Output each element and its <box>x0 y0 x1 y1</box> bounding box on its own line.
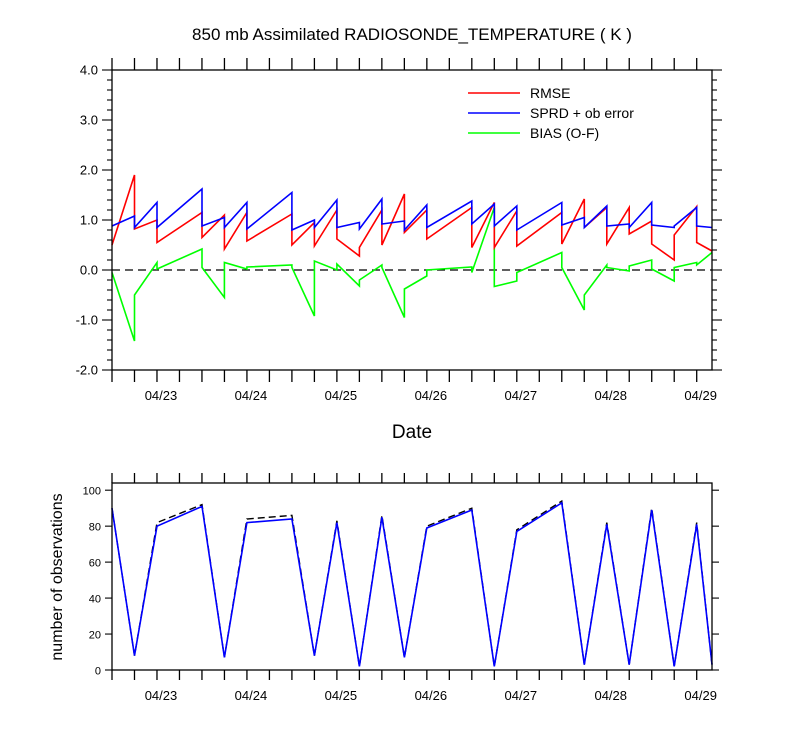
bottom-series-group <box>111 499 713 667</box>
chart-title: 850 mb Assimilated RADIOSONDE_TEMPERATUR… <box>192 25 632 44</box>
y-tick-label: 3.0 <box>80 113 98 128</box>
x-tick-label: 04/25 <box>325 388 358 403</box>
observations-solid-line <box>111 501 713 667</box>
x-tick-label: 04/26 <box>415 688 448 703</box>
x-tick-label: 04/27 <box>505 688 538 703</box>
x-tick-label: 04/28 <box>594 688 627 703</box>
y-tick-label: 4.0 <box>80 63 98 78</box>
y-tick-label: 1.0 <box>80 213 98 228</box>
bias-line <box>111 207 713 342</box>
x-tick-label: 04/23 <box>145 688 178 703</box>
y-tick-label: 60 <box>89 558 101 570</box>
legend-label: BIAS (O-F) <box>530 125 599 141</box>
x-tick-label: 04/26 <box>415 388 448 403</box>
legend: RMSE SPRD + ob error BIAS (O-F) <box>468 85 634 141</box>
x-tick-label: 04/23 <box>145 388 178 403</box>
bottom-chart: 04/23 04/24 04/25 04/26 04/27 04/28 04/29 0 20 40… <box>49 473 719 703</box>
sprd-ob-error-line <box>111 187 713 233</box>
x-tick-label: 04/24 <box>235 688 268 703</box>
y-tick-label: 2.0 <box>80 163 98 178</box>
rmse-line <box>111 174 713 262</box>
y-tick-label: 100 <box>83 486 101 498</box>
y-axis-label-observations: number of observations <box>49 493 66 660</box>
top-axes: 04/23 04/24 04/25 04/26 04/27 04/28 04/29 -2.0 -… <box>76 58 722 403</box>
y-tick-label: -1.0 <box>76 313 98 328</box>
x-tick-label: 04/29 <box>684 688 717 703</box>
x-tick-label: 04/28 <box>594 388 627 403</box>
x-tick-label: 04/24 <box>235 388 268 403</box>
x-axis-label: Date <box>392 422 432 443</box>
bottom-axes: 04/23 04/24 04/25 04/26 04/27 04/28 04/29 0 20 40… <box>83 473 719 703</box>
top-series-group <box>111 174 713 342</box>
y-tick-label: 80 <box>89 522 101 534</box>
y-tick-label: 20 <box>89 630 101 642</box>
y-tick-label: 0.0 <box>80 263 98 278</box>
x-tick-label: 04/25 <box>325 688 358 703</box>
top-chart: 850 mb Assimilated RADIOSONDE_TEMPERATUR… <box>76 25 722 443</box>
y-tick-label: 40 <box>89 594 101 606</box>
x-tick-label: 04/27 <box>505 388 538 403</box>
legend-label: SPRD + ob error <box>530 105 634 121</box>
y-tick-label: 0 <box>95 666 101 678</box>
observations-dashed-line <box>111 499 713 667</box>
plot-frame <box>111 482 713 671</box>
legend-label: RMSE <box>530 85 570 101</box>
x-tick-label: 04/29 <box>684 388 717 403</box>
y-tick-label: -2.0 <box>76 363 98 378</box>
